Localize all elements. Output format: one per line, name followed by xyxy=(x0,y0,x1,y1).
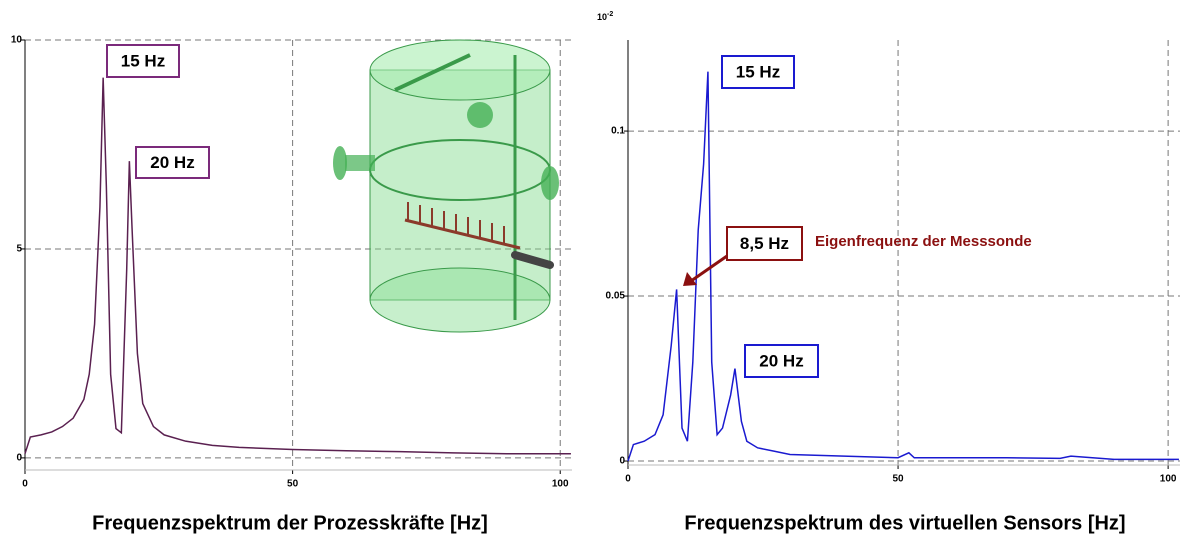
x-tick-label: 0 xyxy=(625,474,631,485)
y-tick-label: 5 xyxy=(16,244,22,255)
x-tick-label: 100 xyxy=(552,479,569,490)
annotation-box xyxy=(135,146,210,179)
annotation-label: 15 Hz xyxy=(736,62,780,81)
data-line xyxy=(24,77,571,455)
chart-title: Frequenzspektrum des virtuellen Sensors … xyxy=(684,512,1125,534)
y-tick-label: 0.05 xyxy=(606,291,626,302)
annotation-label: 15 Hz xyxy=(121,51,165,70)
y-exponent-base: 10 xyxy=(597,12,607,22)
annotation-box xyxy=(106,44,180,78)
annotation-note: Eigenfrequenz der Messsonde xyxy=(815,233,1032,250)
arrow-head xyxy=(683,272,697,286)
x-tick-label: 0 xyxy=(22,479,28,490)
annotation-label: 8,5 Hz xyxy=(740,234,789,253)
annotation-label: 20 Hz xyxy=(150,153,194,172)
y-tick-label: 10 xyxy=(11,35,23,46)
data-line xyxy=(627,71,1179,462)
annotation-label: 20 Hz xyxy=(759,351,803,370)
annotation-box xyxy=(744,344,819,378)
y-exponent: 10-2 xyxy=(597,11,613,23)
y-tick-label: 0.1 xyxy=(611,126,625,137)
y-tick-label: 0 xyxy=(619,456,625,467)
annotation-arrow xyxy=(690,254,728,283)
y-exponent-power: -2 xyxy=(607,11,613,18)
y-tick-label: 0 xyxy=(16,453,22,464)
x-tick-label: 50 xyxy=(287,479,299,490)
x-tick-label: 50 xyxy=(892,474,904,485)
annotation-box xyxy=(721,55,795,89)
chart-title: Frequenzspektrum der Prozesskräfte [Hz] xyxy=(92,512,488,534)
annotation-box xyxy=(726,226,803,261)
vessel-illustration xyxy=(333,39,559,333)
x-tick-label: 100 xyxy=(1160,474,1177,485)
